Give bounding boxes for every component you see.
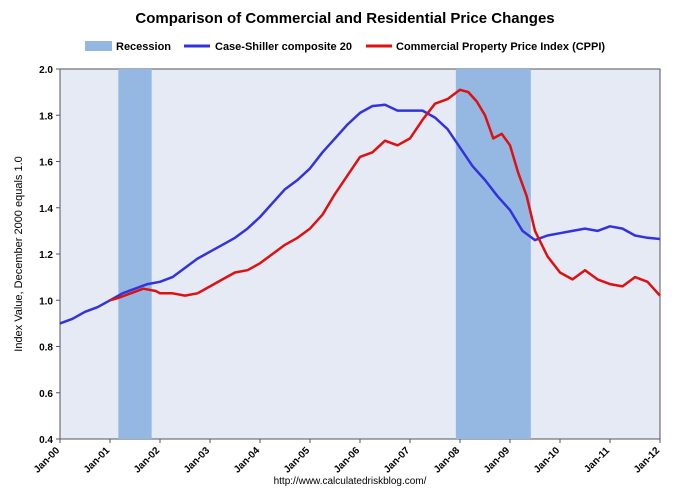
- recession-bands: [118, 69, 531, 439]
- series-line-cppi: [109, 88, 661, 302]
- x-tick-label: Jan-02: [132, 445, 162, 475]
- y-tick-label: 1.0: [39, 296, 53, 307]
- legend-swatch-recession: [85, 41, 112, 51]
- chart-title: Comparison of Commercial and Residential…: [135, 10, 554, 27]
- y-tick-label: 0.6: [39, 389, 53, 400]
- y-tick-label: 0.8: [39, 343, 53, 354]
- x-tick-label: Jan-06: [332, 445, 362, 475]
- legend-label: Commercial Property Price Index (CPPI): [396, 41, 605, 53]
- x-tick-label: Jan-07: [382, 445, 412, 475]
- y-tick-label: 2.0: [39, 65, 53, 76]
- x-tick-label: Jan-09: [482, 445, 512, 475]
- series-layer: [59, 88, 661, 325]
- recession-band-1: [118, 69, 152, 439]
- x-tick-label: Jan-05: [282, 445, 312, 475]
- y-tick-label: 1.4: [39, 204, 53, 215]
- y-tick-label: 1.2: [39, 250, 53, 261]
- x-tick-label: Jan-10: [532, 445, 562, 475]
- y-tick-label: 0.4: [39, 435, 53, 446]
- x-tick-label: Jan-12: [632, 445, 662, 475]
- x-axis: Jan-00 Jan-01 Jan-02 Jan-03 Jan-04 Jan-05 Jan-…: [32, 439, 662, 476]
- y-tick-label: 1.8: [39, 111, 53, 122]
- source-note: http://www.calculatedriskblog.com/: [274, 476, 427, 487]
- x-tick-label: Jan-11: [582, 445, 612, 475]
- series-line-case-shiller: [59, 103, 661, 325]
- recession-band-2: [455, 69, 531, 439]
- legend-label: Case-Shiller composite 20: [215, 41, 352, 53]
- y-axis: 0.4 0.6 0.8 1.0 1.2 1.4 1.6 1.8 2.0: [39, 65, 60, 446]
- x-tick-label: Jan-04: [232, 445, 262, 475]
- y-axis-label: Index Value, December 2000 equals 1.0: [13, 156, 25, 351]
- x-tick-label: Jan-03: [182, 445, 212, 475]
- x-tick-label: Jan-00: [32, 445, 62, 475]
- y-tick-label: 1.6: [39, 158, 53, 169]
- legend-label: Recession: [116, 41, 171, 53]
- x-tick-label: Jan-01: [82, 445, 112, 475]
- x-tick-label: Jan-08: [432, 445, 462, 475]
- legend: Recession Case-Shiller composite 20 Commer…: [85, 41, 605, 53]
